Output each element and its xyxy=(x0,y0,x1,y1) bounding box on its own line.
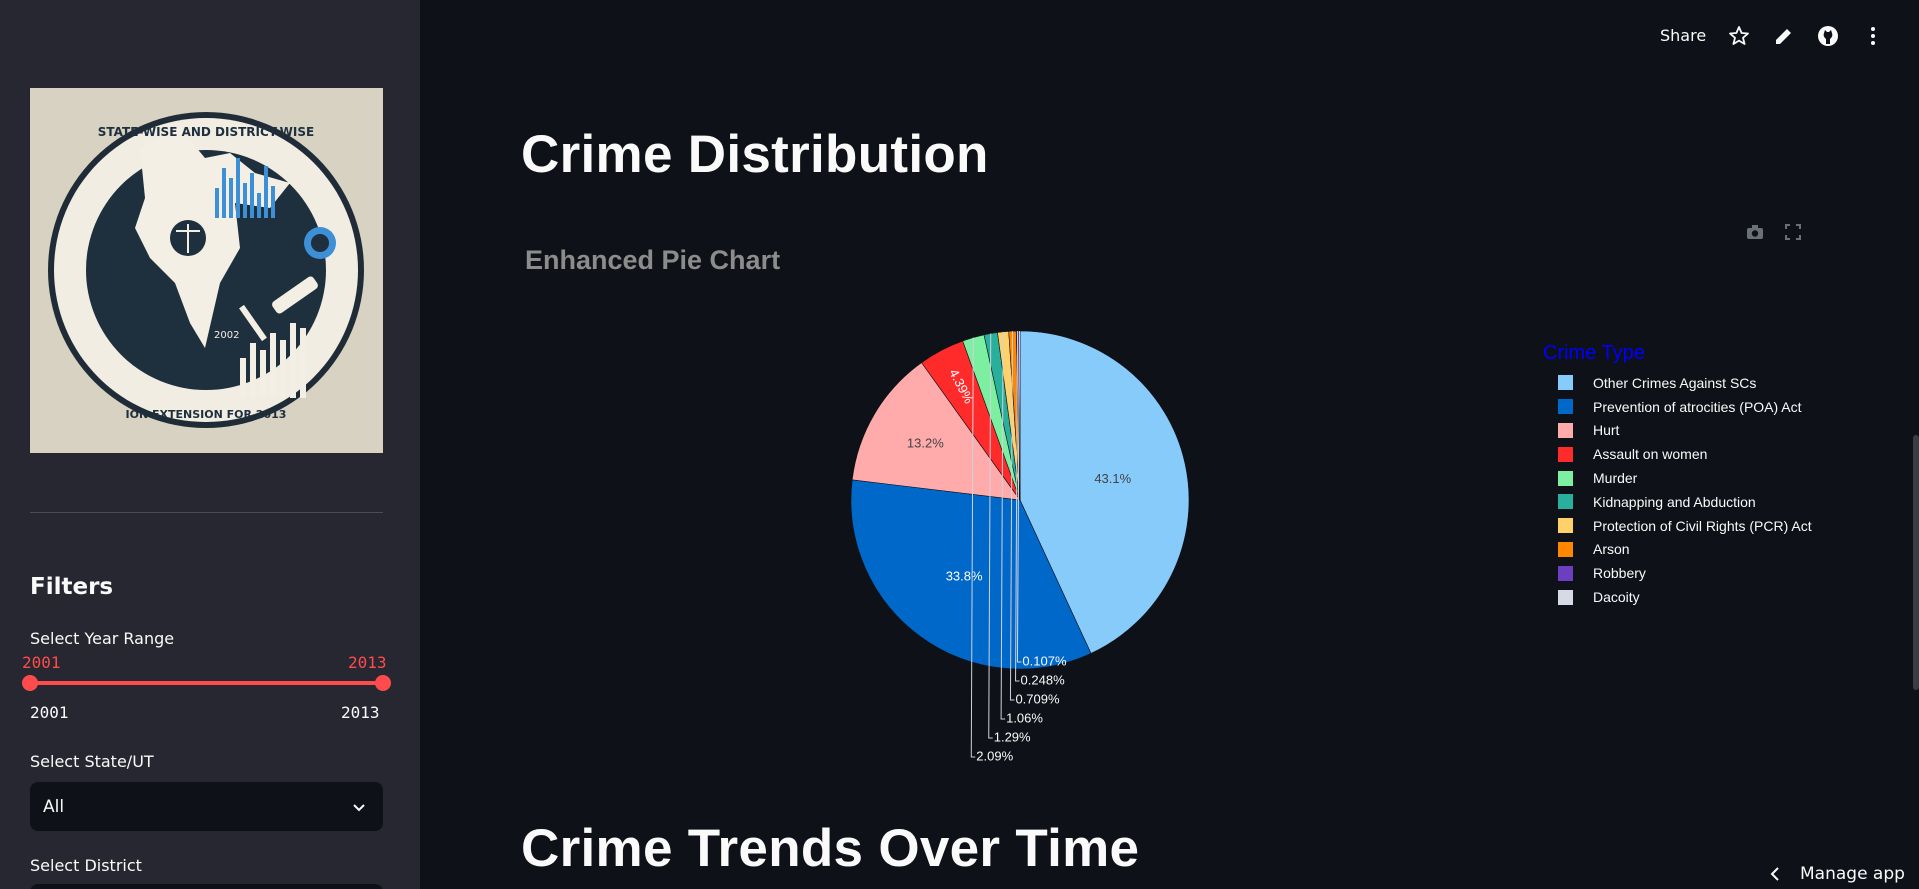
pie-slice-2[interactable] xyxy=(850,479,1092,670)
pie-leader-line-6 xyxy=(988,333,993,739)
pie-leader-line-10 xyxy=(1016,330,1022,663)
chart-title: Enhanced Pie Chart xyxy=(525,245,781,275)
district-select[interactable] xyxy=(30,884,383,889)
filters-heading: Filters xyxy=(30,574,114,600)
year-range-max-handle[interactable] xyxy=(375,675,391,691)
camera-icon[interactable] xyxy=(1745,222,1765,242)
section-title-trends: Crime Trends Over Time xyxy=(521,819,1140,878)
pie-slice-9[interactable] xyxy=(1015,330,1021,501)
pie-leader-line-8 xyxy=(1009,331,1015,701)
fullscreen-icon[interactable] xyxy=(1783,222,1803,242)
pie-label-7: 1.06% xyxy=(1006,710,1043,725)
pie-slice-6[interactable] xyxy=(983,332,1021,501)
year-range-min-bound: 2001 xyxy=(30,703,69,722)
year-range-min-handle[interactable] xyxy=(22,675,38,691)
district-select-label: Select District xyxy=(30,856,142,875)
legend-item[interactable]: Other Crimes Against SCs xyxy=(1558,371,1812,395)
svg-text:ION EXTENSION FOR 2013: ION EXTENSION FOR 2013 xyxy=(126,408,287,421)
legend-item[interactable]: Protection of Civil Rights (PCR) Act xyxy=(1558,514,1812,538)
page-title: Crime Distribution xyxy=(521,125,989,184)
legend-label: Murder xyxy=(1593,470,1638,487)
pie-slice-4[interactable] xyxy=(921,340,1021,501)
legend-title: Crime Type xyxy=(1543,342,1645,364)
manage-app-button[interactable]: Manage app xyxy=(1800,864,1905,884)
legend-swatch xyxy=(1558,470,1573,486)
more-vert-icon[interactable] xyxy=(1861,24,1885,48)
edit-icon[interactable] xyxy=(1772,24,1796,48)
legend-swatch xyxy=(1558,518,1573,534)
legend-item[interactable]: Murder xyxy=(1558,466,1812,490)
pie-leader-line-5 xyxy=(970,337,976,758)
pie-label-5: 2.09% xyxy=(976,748,1013,763)
legend-swatch xyxy=(1558,422,1573,438)
main-scrollbar[interactable] xyxy=(1913,435,1919,690)
year-range-max-bound: 2013 xyxy=(341,703,380,722)
legend-swatch xyxy=(1558,494,1573,510)
legend-swatch xyxy=(1558,589,1573,605)
legend-item[interactable]: Assault on women xyxy=(1558,442,1812,466)
sidebar: 2002 STATE-WISE AND DISTRICT-WISE ION EX… xyxy=(0,0,420,889)
chart-legend: Other Crimes Against SCs Prevention of at… xyxy=(1558,371,1812,609)
legend-swatch xyxy=(1558,399,1573,415)
pie-label-1: 43.1% xyxy=(1094,471,1131,486)
pie-slice-3[interactable] xyxy=(851,362,1021,501)
year-range-min-value: 2001 xyxy=(22,653,61,672)
chevron-down-icon xyxy=(353,803,365,811)
sidebar-divider xyxy=(30,512,383,513)
legend-item[interactable]: Dacoity xyxy=(1558,585,1812,609)
svg-text:2002: 2002 xyxy=(214,330,239,341)
pie-slice-7[interactable] xyxy=(997,331,1021,501)
legend-swatch xyxy=(1558,446,1573,462)
pie-label-10: 0.107% xyxy=(1022,653,1067,668)
share-button[interactable]: Share xyxy=(1660,26,1707,45)
year-range-label: Select Year Range xyxy=(30,629,175,648)
legend-swatch xyxy=(1558,565,1573,581)
legend-label: Prevention of atrocities (POA) Act xyxy=(1593,398,1802,415)
legend-label: Other Crimes Against SCs xyxy=(1593,374,1757,391)
pie-leader-line-7 xyxy=(1000,331,1006,720)
pie-label-9: 0.248% xyxy=(1021,672,1066,687)
legend-label: Protection of Civil Rights (PCR) Act xyxy=(1593,517,1812,534)
year-range-track[interactable] xyxy=(30,681,383,685)
star-icon[interactable] xyxy=(1727,24,1751,48)
legend-swatch xyxy=(1558,541,1573,557)
legend-label: Assault on women xyxy=(1593,446,1708,463)
svg-text:STATE-WISE AND DISTRICT-WISE: STATE-WISE AND DISTRICT-WISE xyxy=(98,125,314,139)
pie-label-6: 1.29% xyxy=(994,729,1031,744)
pie-slice-8[interactable] xyxy=(1008,330,1021,501)
pie-label-2: 33.8% xyxy=(946,568,983,583)
legend-item[interactable]: Arson xyxy=(1558,538,1812,562)
pie-slice-5[interactable] xyxy=(962,334,1021,501)
legend-label: Robbery xyxy=(1593,565,1646,582)
pie-slice-10[interactable] xyxy=(1018,330,1021,501)
legend-label: Kidnapping and Abduction xyxy=(1593,493,1756,510)
legend-item[interactable]: Robbery xyxy=(1558,561,1812,585)
app-logo: 2002 STATE-WISE AND DISTRICT-WISE ION EX… xyxy=(30,88,383,453)
legend-label: Dacoity xyxy=(1593,589,1640,606)
legend-item[interactable]: Kidnapping and Abduction xyxy=(1558,490,1812,514)
legend-label: Hurt xyxy=(1593,422,1620,439)
pie-leader-line-9 xyxy=(1015,331,1020,682)
state-select-label: Select State/UT xyxy=(30,752,154,771)
pie-label-4: 4.39% xyxy=(946,366,977,406)
legend-label: Arson xyxy=(1593,541,1630,558)
github-icon[interactable] xyxy=(1816,24,1840,48)
state-select[interactable]: All xyxy=(30,782,383,831)
legend-swatch xyxy=(1558,375,1573,391)
state-select-value: All xyxy=(43,796,65,817)
pie-label-8: 0.709% xyxy=(1015,691,1060,706)
year-range-max-value: 2013 xyxy=(348,653,387,672)
legend-item[interactable]: Hurt xyxy=(1558,419,1812,443)
chevron-left-icon[interactable] xyxy=(1768,866,1782,882)
legend-item[interactable]: Prevention of atrocities (POA) Act xyxy=(1558,395,1812,419)
pie-slice-1[interactable] xyxy=(1019,330,1190,654)
pie-label-3: 13.2% xyxy=(907,435,944,450)
